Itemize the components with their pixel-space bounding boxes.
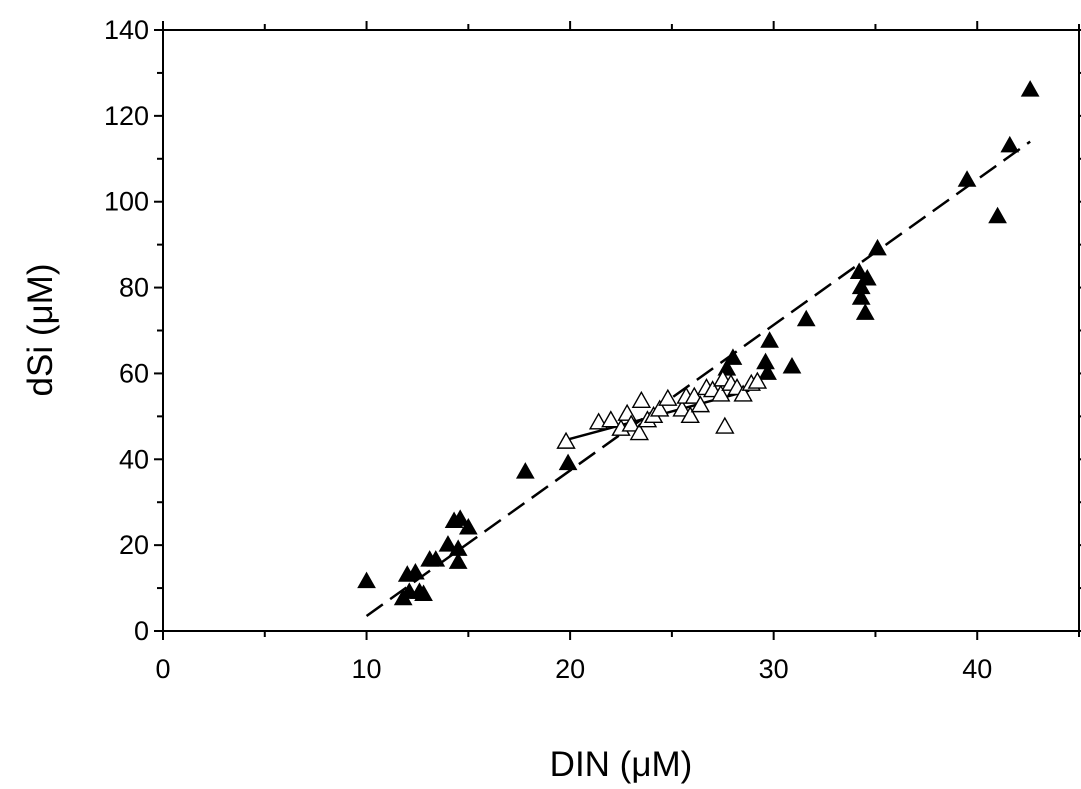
data-point-open (658, 388, 678, 406)
data-point-open (556, 431, 576, 449)
data-point-filled (988, 206, 1007, 224)
data-point-filled (723, 348, 743, 365)
data-point-filled (414, 584, 433, 602)
x-tick-label: 20 (555, 654, 585, 684)
data-point-filled (458, 517, 478, 535)
data-points (357, 80, 1040, 606)
y-tick-label: 60 (119, 358, 149, 388)
x-tick-label: 30 (759, 654, 789, 684)
data-point-open (690, 395, 711, 413)
data-point-filled (855, 303, 875, 320)
x-tick-label: 10 (352, 654, 382, 684)
data-point-open (631, 390, 652, 409)
x-tick-label: 40 (962, 654, 992, 684)
y-axis-title: dSi (μM) (21, 264, 60, 397)
data-point-filled (756, 352, 775, 370)
data-point-filled (1000, 135, 1020, 153)
data-point-filled (857, 268, 877, 286)
data-point-filled (450, 509, 470, 526)
data-point-open (672, 399, 692, 417)
data-point-open (711, 384, 731, 402)
plot-frame (162, 29, 1080, 632)
data-point-open (680, 405, 700, 424)
y-tick-label: 80 (119, 273, 149, 303)
data-point-filled (851, 288, 871, 305)
data-point-filled (849, 262, 869, 280)
data-point-filled (515, 462, 535, 479)
x-axis-title: DIN (μM) (550, 745, 693, 784)
data-point-filled (448, 539, 468, 556)
data-point-filled (868, 238, 887, 256)
data-point-filled (448, 552, 468, 569)
data-point-open (747, 371, 768, 389)
data-point-open (715, 416, 735, 434)
y-tick-label: 20 (119, 530, 149, 560)
y-tick-label: 140 (104, 15, 149, 45)
data-point-open (621, 414, 641, 432)
data-point-filled (426, 550, 446, 567)
ticks: 0 10 20 30 40 0 20 40 60 80 100 120 140 (104, 15, 1081, 684)
y-tick-label: 100 (104, 187, 149, 217)
y-tick-label: 0 (134, 616, 149, 646)
data-point-filled (760, 331, 779, 348)
data-point-filled (796, 309, 816, 327)
data-point-open (601, 410, 621, 428)
data-point-filled (438, 535, 458, 552)
axes (162, 29, 1080, 632)
data-point-filled (957, 170, 977, 187)
x-tick-label: 0 (155, 654, 170, 684)
data-point-filled (1020, 80, 1040, 97)
fit-lines (365, 140, 1031, 617)
data-point-filled (558, 453, 578, 471)
data-point-open (733, 384, 753, 402)
data-point-filled (357, 571, 376, 589)
data-point-filled (406, 563, 425, 580)
data-point-filled (758, 363, 777, 380)
dashed-fit-line (365, 140, 1031, 617)
y-tick-label: 120 (104, 101, 149, 131)
data-point-filled (782, 356, 802, 374)
data-point-open (629, 423, 650, 441)
y-tick-label: 40 (119, 444, 149, 474)
data-point-open (649, 399, 670, 417)
